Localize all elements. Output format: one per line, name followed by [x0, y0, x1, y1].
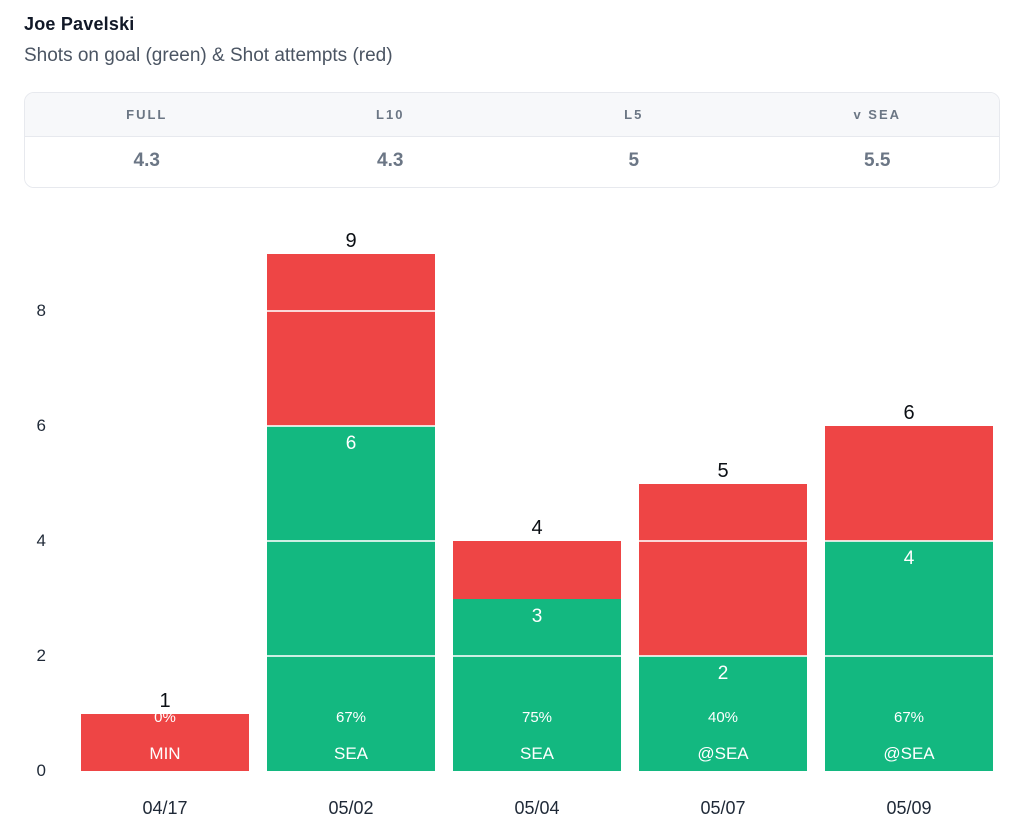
stats-col-l10: L10 — [376, 107, 405, 122]
shot-attempts-segment — [81, 713, 249, 771]
x-axis-date-label: 05/09 — [886, 798, 932, 818]
sog-value-label: 3 — [531, 605, 543, 627]
bar-slot: 4 67% @SEA 6 — [816, 221, 1002, 771]
bar-05/02[interactable]: 6 67% SEA — [267, 253, 435, 771]
shots-on-goal-segment: 2 — [639, 656, 807, 771]
shot-attempts-segment — [825, 426, 993, 541]
opponent-label: MIN — [149, 744, 181, 763]
y-axis-tick-label: 2 — [36, 646, 46, 665]
x-axis-date-label: 05/04 — [514, 798, 560, 818]
shot-attempts-segment — [267, 253, 435, 426]
gridline — [267, 655, 435, 657]
bar-slot: 3 75% SEA 4 — [444, 221, 630, 771]
sog-value-label: 6 — [345, 433, 357, 454]
gridline — [267, 425, 435, 427]
shots-on-goal-segment: 6 — [267, 426, 435, 771]
bar-slot: 0% MIN 1 — [72, 221, 258, 771]
shooting-pct-label: 67% — [893, 709, 925, 726]
stats-value-l10: 4.3 — [377, 150, 404, 171]
total-attempts-label: 4 — [531, 517, 543, 539]
gridline — [825, 540, 993, 542]
bar-05/09[interactable]: 4 67% @SEA — [825, 426, 993, 771]
total-attempts-label: 9 — [345, 229, 357, 252]
total-attempts-label: 1 — [159, 689, 171, 712]
stats-table: FULL L10 L5 v SEA 4.3 4.3 5 5.5 — [24, 92, 1000, 188]
x-axis-date-label: 05/07 — [700, 798, 746, 818]
shooting-pct-label: 67% — [335, 709, 367, 726]
gridline — [267, 310, 435, 312]
shots-on-goal-segment: 3 — [453, 598, 621, 771]
chart-header: Joe Pavelski Shots on goal (green) & Sho… — [0, 0, 1024, 67]
gridline — [453, 655, 621, 657]
x-axis-date-label: 04/17 — [142, 798, 188, 818]
bar-slot: 6 67% SEA 9 — [258, 221, 444, 771]
total-attempts-label: 6 — [903, 402, 915, 424]
stats-value-full: 4.3 — [133, 150, 160, 171]
bar-slot: 2 40% @SEA 5 — [630, 221, 816, 771]
sog-value-label: 2 — [717, 663, 729, 684]
stats-col-vsea: v SEA — [853, 107, 902, 122]
y-axis-tick-label: 8 — [36, 301, 46, 320]
stats-col-l5: L5 — [624, 107, 644, 122]
shot-attempts-segment — [639, 483, 807, 656]
shot-attempts-segment — [453, 541, 621, 599]
y-axis-tick-label: 6 — [36, 416, 46, 435]
opponent-label: @SEA — [883, 744, 935, 763]
stats-table-value-row: 4.3 4.3 5 5.5 — [25, 137, 999, 187]
shooting-pct-label: 75% — [521, 709, 553, 726]
sog-value-label: 4 — [903, 548, 915, 569]
stats-col-full: FULL — [126, 107, 168, 122]
bar-05/07[interactable]: 2 40% @SEA — [639, 483, 807, 771]
shooting-pct-label: 40% — [707, 709, 739, 726]
y-axis-tick-label: 0 — [36, 761, 46, 780]
x-axis-date-label: 05/02 — [328, 798, 374, 818]
shooting-pct-label: 0% — [154, 713, 176, 726]
y-axis-tick-label: 4 — [36, 531, 46, 550]
stats-value-vsea: 5.5 — [864, 150, 891, 171]
bar-04/17[interactable]: 0% MIN — [81, 713, 249, 771]
opponent-label: SEA — [519, 744, 555, 763]
gridline — [639, 655, 807, 657]
opponent-label: SEA — [333, 744, 369, 763]
total-attempts-label: 5 — [717, 459, 729, 482]
gridline — [639, 540, 807, 542]
stats-value-l5: 5 — [628, 150, 640, 171]
bar-05/04[interactable]: 3 75% SEA — [453, 541, 621, 771]
chart-subtitle: Shots on goal (green) & Shot attempts (r… — [24, 45, 393, 66]
gridline — [825, 655, 993, 657]
stacked-bar-chart: 0 2 4 6 8 0% MIN 1 04/17 6 67% SEA 9 05/02 3 75% SEA 4 05/… — [0, 221, 1024, 833]
page-title: Joe Pavelski — [24, 14, 135, 34]
gridline — [267, 540, 435, 542]
stats-table-header-row: FULL L10 L5 v SEA — [25, 93, 999, 137]
opponent-label: @SEA — [697, 744, 749, 763]
